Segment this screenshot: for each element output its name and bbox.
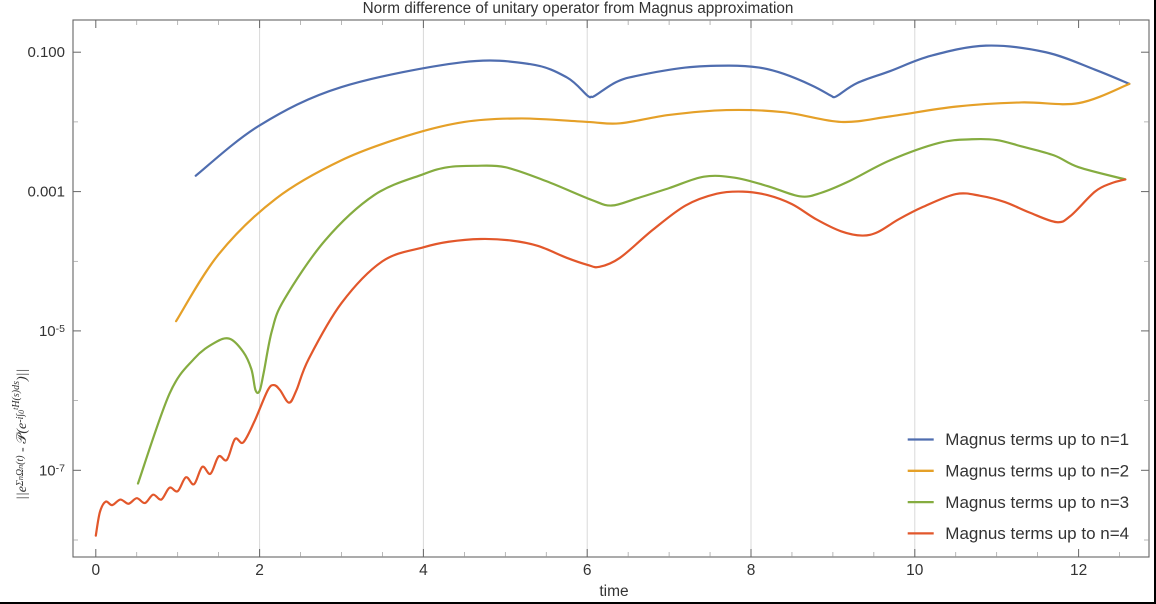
svg-text:12: 12 [1070, 562, 1087, 579]
svg-text:Magnus terms up to n=2: Magnus terms up to n=2 [945, 462, 1129, 481]
svg-text:6: 6 [583, 562, 592, 579]
svg-text:0: 0 [91, 562, 100, 579]
svg-text:10-5: 10-5 [39, 323, 65, 340]
svg-text:Magnus terms up to n=3: Magnus terms up to n=3 [945, 493, 1129, 512]
svg-text:8: 8 [747, 562, 756, 579]
svg-text:time: time [599, 583, 628, 600]
svg-text:Magnus terms up to n=4: Magnus terms up to n=4 [945, 524, 1129, 543]
svg-text:10: 10 [906, 562, 924, 579]
svg-text:Magnus terms up to n=1: Magnus terms up to n=1 [945, 430, 1129, 449]
svg-text:||eΣnΩn(t) - 𝒫(e-i∫0tH(s)ds)|: ||eΣnΩn(t) - 𝒫(e-i∫0tH(s)ds)|| [11, 369, 30, 500]
svg-text:10-7: 10-7 [39, 462, 65, 479]
svg-text:0.100: 0.100 [27, 44, 65, 61]
svg-text:4: 4 [419, 562, 428, 579]
svg-text:0.001: 0.001 [27, 184, 65, 201]
svg-text:2: 2 [255, 562, 264, 579]
svg-text:Norm difference of unitary ope: Norm difference of unitary operator from… [363, 0, 794, 17]
